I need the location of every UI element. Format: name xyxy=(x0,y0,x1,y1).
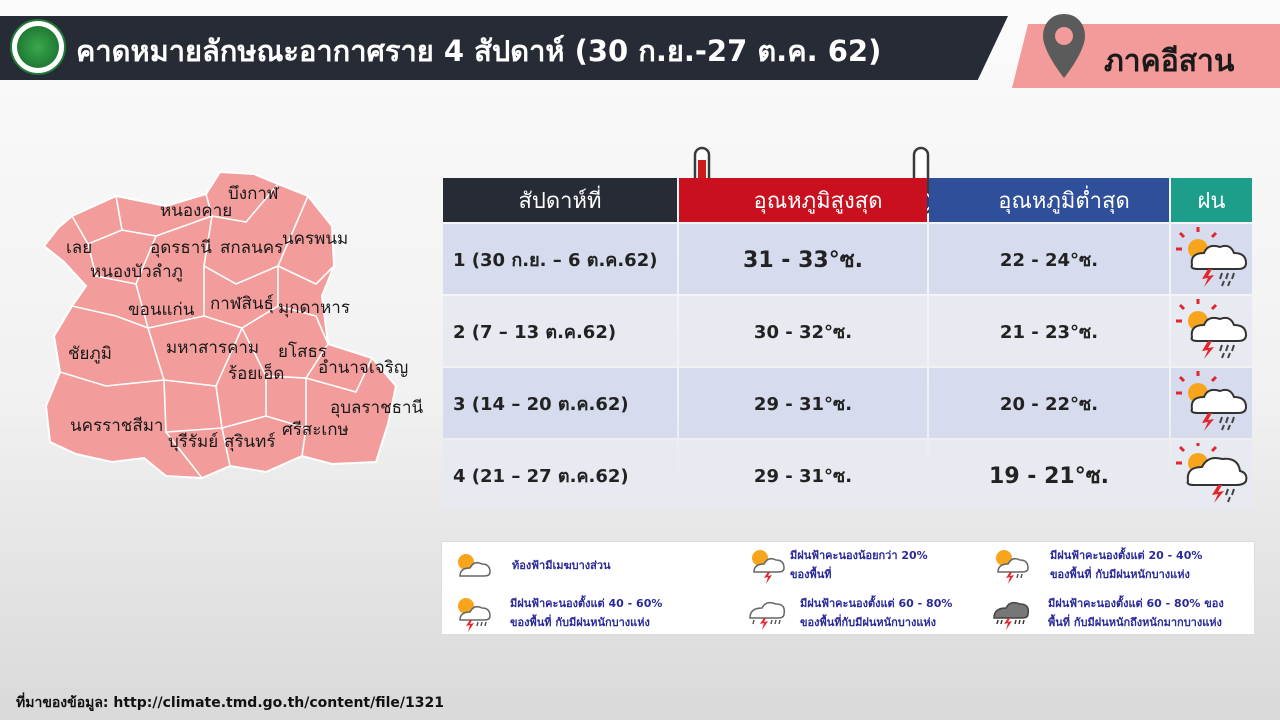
rain-cell xyxy=(1171,440,1252,510)
map-label-khon-kaen: ขอนแก่น xyxy=(128,300,195,320)
header-week: สัปดาห์ที่ xyxy=(443,178,677,222)
rain-cell xyxy=(1171,296,1252,366)
map-label-maha-sarakham: มหาสารคาม xyxy=(166,338,260,358)
map-label-roi-et: ร้อยเอ็ด xyxy=(228,364,285,384)
isan-region-map xyxy=(42,170,398,480)
map-label-nong-khai: หนองคาย xyxy=(160,201,233,221)
map-label-amnat-charoen: อำนาจเจริญ xyxy=(318,358,409,378)
map-label-ubon-ratchathani: อุบลราชธานี xyxy=(330,398,424,418)
week-cell: 4 (21 – 27 ต.ค.62) xyxy=(443,440,677,510)
tmd-logo xyxy=(10,19,66,75)
week-cell: 2 (7 – 13 ต.ค.62) xyxy=(443,296,677,366)
rain-cell xyxy=(1171,224,1252,294)
map-label-buriram: บุรีรัมย์ xyxy=(168,432,219,452)
min-temp-cell: 20 - 22°ซ. xyxy=(929,368,1169,438)
week-cell: 3 (14 – 20 ต.ค.62) xyxy=(443,368,677,438)
min-temp-cell: 22 - 24°ซ. xyxy=(929,224,1169,294)
legend-text: มีฝนฟ้าคะนองตั้งแต่ 60 - 80% ของพื้นที่กั… xyxy=(800,597,953,629)
max-temp-cell: 30 - 32°ซ. xyxy=(679,296,927,366)
max-temp-cell: 31 - 33°ซ. xyxy=(679,224,927,294)
storm-less-20-icon xyxy=(752,550,785,584)
map-label-nakhon-ratchasima: นครราชสีมา xyxy=(70,416,164,436)
table-row: 3 (14 – 20 ต.ค.62) 29 - 31°ซ. 20 - 22°ซ. xyxy=(443,368,1252,438)
forecast-table: สัปดาห์ที่ อุณหภูมิสูงสุด อุณหภูมิต่ำสุด… xyxy=(441,176,1254,512)
map-label-si-sa-ket: ศรีสะเกษ xyxy=(282,420,349,440)
map-label-kalasin: กาฬสินธุ์ xyxy=(210,294,274,314)
map-label-udon-thani: อุดรธานี xyxy=(150,238,212,258)
storm-60-80-icon xyxy=(749,601,786,630)
map-label-sakon-nakhon: สกลนคร xyxy=(220,238,284,258)
header-min-temp: อุณหภูมิต่ำสุด xyxy=(929,178,1169,222)
map-label-bueng-kan: บึงกาฬ xyxy=(228,184,279,204)
week-cell: 1 (30 ก.ย. – 6 ต.ค.62) xyxy=(443,224,677,294)
legend-text: มีฝนฟ้าคะนองตั้งแต่ 60 - 80% ของ พื้นที่ … xyxy=(1048,597,1224,629)
legend-text: ท้องฟ้ามีเมฆบางส่วน xyxy=(512,559,611,572)
header-rain: ฝน xyxy=(1171,178,1252,222)
map-label-nakhon-phanom: นครพนม xyxy=(282,229,349,249)
legend-text: มีฝนฟ้าคะนองน้อยกว่า 20% ของพื้นที่ xyxy=(790,549,928,581)
storm-cloud-light-icon xyxy=(1175,440,1247,503)
header-max-temp: อุณหภูมิสูงสุด xyxy=(679,178,927,222)
title-bar xyxy=(0,16,1008,80)
page-title: คาดหมายลักษณะอากาศราย 4 สัปดาห์ (30 ก.ย.… xyxy=(76,34,882,68)
partly-cloudy-icon xyxy=(458,554,491,577)
max-temp-cell: 29 - 31°ซ. xyxy=(679,368,927,438)
map-label-loei: เลย xyxy=(66,238,93,258)
map-label-chaiyaphum: ชัยภูมิ xyxy=(68,344,112,364)
storm-60-80-heavy-icon xyxy=(993,601,1030,630)
min-temp-cell: 19 - 21°ซ. xyxy=(929,440,1169,510)
location-pin-icon xyxy=(1043,14,1085,78)
table-row: 4 (21 – 27 ต.ค.62) 29 - 31°ซ. 19 - 21°ซ. xyxy=(443,440,1252,510)
region-label: ภาคอีสาน xyxy=(1104,44,1235,79)
map-label-surin: สุรินทร์ xyxy=(224,432,276,452)
data-source: ที่มาของข้อมูล: http://climate.tmd.go.th… xyxy=(16,695,444,711)
storm-20-40-icon xyxy=(996,550,1029,584)
map-label-yasothon: ยโสธร xyxy=(278,342,327,362)
legend-text: มีฝนฟ้าคะนองตั้งแต่ 40 - 60% ของพื้นที่ ก… xyxy=(510,597,663,629)
table-row: 2 (7 – 13 ต.ค.62) 30 - 32°ซ. 21 - 23°ซ. xyxy=(443,296,1252,366)
legend-text: มีฝนฟ้าคะนองตั้งแต่ 20 - 40% ของพื้นที่ ก… xyxy=(1050,549,1203,581)
storm-cloud-heavy-icon xyxy=(1175,298,1247,359)
storm-cloud-heavy-icon xyxy=(1175,226,1247,287)
storm-cloud-heavy-icon xyxy=(1175,370,1247,431)
storm-40-60-icon xyxy=(458,598,491,632)
rain-cell xyxy=(1171,368,1252,438)
min-temp-cell: 21 - 23°ซ. xyxy=(929,296,1169,366)
max-temp-cell: 29 - 31°ซ. xyxy=(679,440,927,510)
table-row: 1 (30 ก.ย. – 6 ต.ค.62) 31 - 33°ซ. 22 - 2… xyxy=(443,224,1252,294)
legend-panel: ท้องฟ้ามีเมฆบางส่วน มีฝนฟ้าคะนองน้อยกว่า… xyxy=(441,541,1255,635)
map-label-nong-bua-lamphu: หนองบัวลำภู xyxy=(90,262,183,282)
map-label-mukdahan: มุกดาหาร xyxy=(278,298,350,318)
